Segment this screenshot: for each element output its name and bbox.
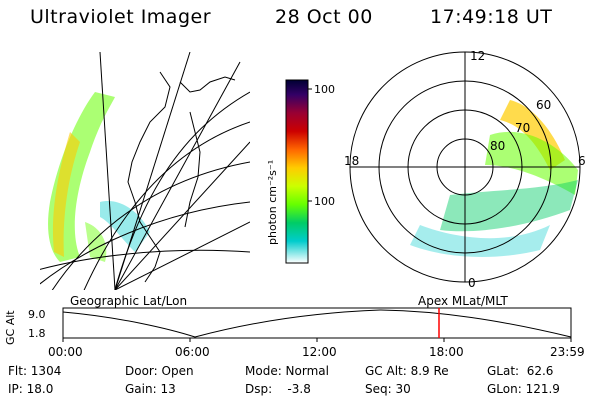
timeline-x-tick: 23:59 <box>550 345 585 359</box>
auroral-emission-geo <box>48 92 150 262</box>
polar-grid <box>349 51 581 283</box>
lat-label-60: 60 <box>536 98 551 112</box>
gain-readout: Gain: 13 <box>125 382 176 396</box>
mode-readout: Mode: Normal <box>245 364 329 378</box>
time-label: 17:49:18 UT <box>430 6 553 28</box>
glat-readout: GLat: 62.6 <box>487 364 554 378</box>
colorbar-tick: 1000 <box>314 83 335 96</box>
glon-readout: GLon: 121.9 <box>487 382 560 396</box>
door-readout: Door: Open <box>125 364 194 378</box>
mlt-label-6: 6 <box>578 154 586 168</box>
colorbar-gradient <box>285 79 309 264</box>
colorbar-unit-label: photon cm⁻²s⁻¹ <box>266 160 279 245</box>
timeline-y-title: GC Alt <box>4 310 17 345</box>
polar-plot: 12 18 6 0 60 70 80 <box>344 49 586 290</box>
altitude-timeline: GC Alt 9.0 1.8 00:00 06:00 12:00 18:00 2… <box>4 307 585 359</box>
date-label: 28 Oct 00 <box>275 6 373 28</box>
altitude-curve <box>62 309 572 338</box>
mlt-label-0: 0 <box>468 276 476 290</box>
geographic-label: Geographic Lat/Lon <box>70 294 188 308</box>
geographic-map <box>40 52 250 290</box>
timeline-x-tick: 12:00 <box>302 345 337 359</box>
mlt-label-12: 12 <box>470 49 485 63</box>
gc-alt-readout: GC Alt: 8.9 Re <box>365 364 449 378</box>
timeline-x-tick: 18:00 <box>429 345 464 359</box>
instrument-title: Ultraviolet Imager <box>30 6 212 28</box>
latlon-grid <box>40 52 250 290</box>
lat-label-80: 80 <box>490 139 505 153</box>
colorbar-tick: 100 <box>314 195 335 208</box>
apex-label: Apex MLat/MLT <box>418 294 508 308</box>
seq-readout: Seq: 30 <box>365 382 411 396</box>
coastlines <box>127 71 236 283</box>
timeline-x-tick: 00:00 <box>48 345 83 359</box>
lat-label-70: 70 <box>515 121 530 135</box>
flt-readout: Flt: 1304 <box>8 364 62 378</box>
timeline-y-tick: 1.8 <box>28 327 46 340</box>
timeline-y-tick: 9.0 <box>28 308 46 321</box>
dsp-readout: Dsp: -3.8 <box>245 382 311 396</box>
mlt-label-18: 18 <box>344 154 359 168</box>
auroral-emission-polar <box>410 100 578 257</box>
ip-readout: IP: 18.0 <box>8 382 54 396</box>
timeline-x-tick: 06:00 <box>175 345 210 359</box>
header: Ultraviolet Imager 28 Oct 00 17:49:18 UT <box>0 4 600 32</box>
colorbar: 1000 100 photon cm⁻²s⁻¹ <box>266 79 335 264</box>
